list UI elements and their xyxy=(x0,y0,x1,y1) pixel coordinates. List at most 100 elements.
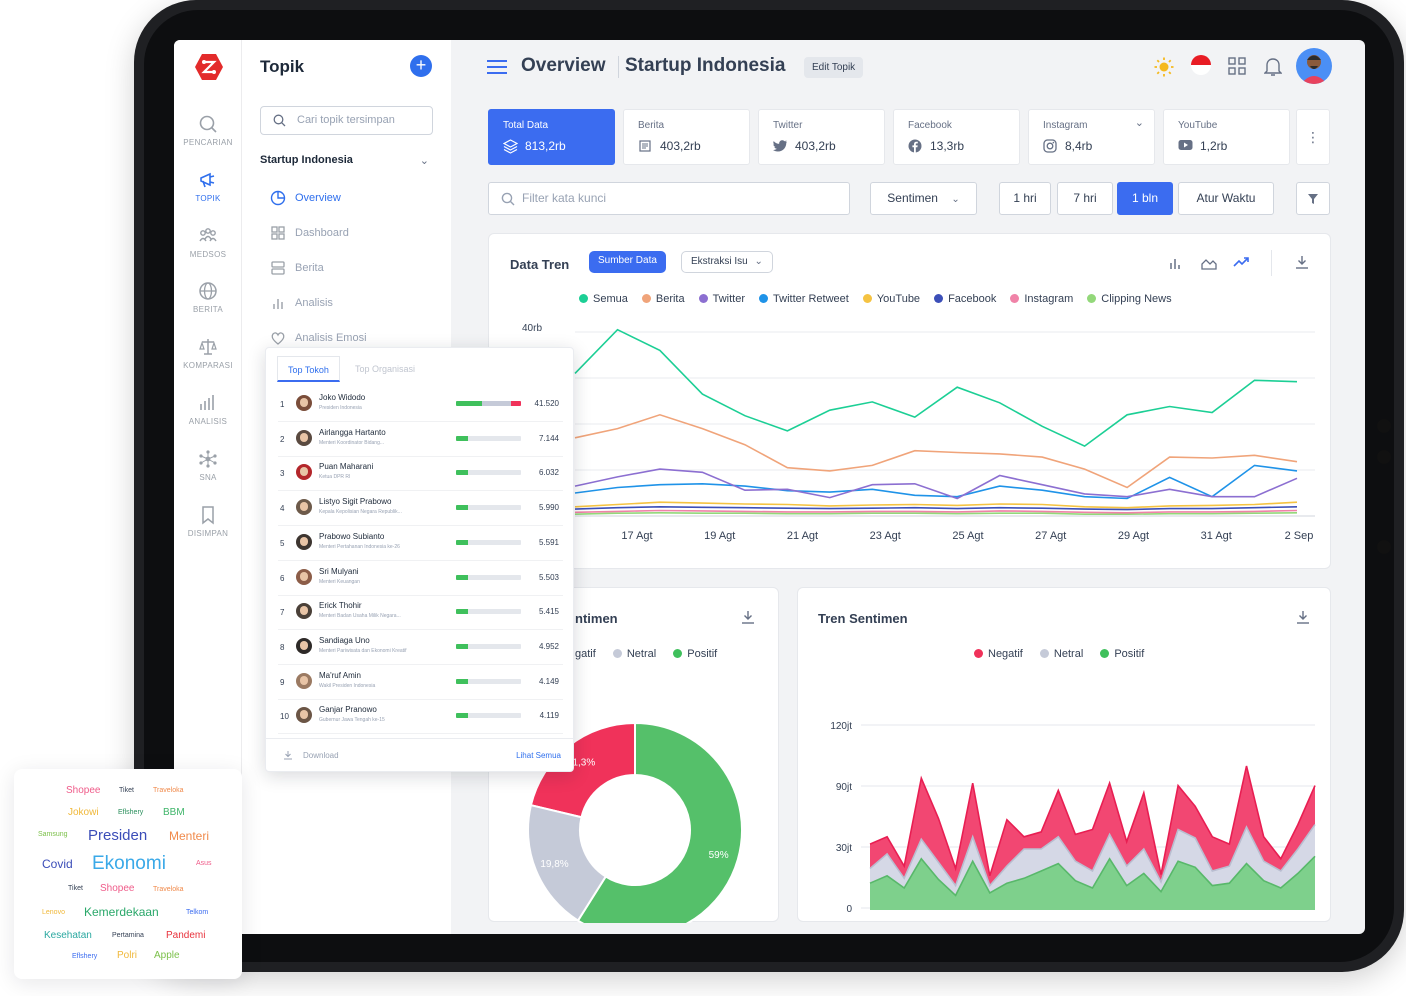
word-cloud-term[interactable]: Traveloka xyxy=(153,787,184,794)
topic-nav-analisis-emosi[interactable]: Analisis Emosi xyxy=(270,329,367,347)
word-cloud-term[interactable]: Apple xyxy=(154,950,180,961)
sentiment-dropdown[interactable]: Sentimen ⌄ xyxy=(870,182,977,215)
table-row[interactable]: 5 Prabowo Subianto Menteri Pertahanan Indo… xyxy=(278,526,563,561)
download-icon[interactable] xyxy=(741,610,755,624)
word-cloud-term[interactable]: Pandemi xyxy=(166,930,206,941)
word-cloud-term[interactable]: Polri xyxy=(117,950,138,961)
word-cloud-term[interactable]: Covid xyxy=(42,857,73,871)
table-row[interactable]: 3 Puan Maharani Ketua DPR RI 6.032 xyxy=(278,456,563,492)
topic-nav-analisis[interactable]: Analisis xyxy=(270,294,333,312)
legend-swatch xyxy=(1010,294,1020,303)
tab-top-organisasi[interactable]: Top Organisasi xyxy=(355,364,416,374)
rail-item-disimpan[interactable]: DISIMPAN xyxy=(174,505,242,538)
word-cloud-term[interactable]: BBM xyxy=(163,807,185,818)
rank-number: 6 xyxy=(280,573,285,583)
word-cloud-term[interactable]: Asus xyxy=(196,860,212,867)
table-row[interactable]: 10 Ganjar Pranowo Gubernur Jawa Tengah ke-… xyxy=(278,699,563,735)
table-row[interactable]: 9 Ma'ruf Amin Wakil Presiden Indonesia 4.14… xyxy=(278,665,563,700)
word-cloud-term[interactable]: Pertamina xyxy=(112,932,144,939)
table-row[interactable]: 6 Sri Mulyani Menteri Keuangan 5.503 xyxy=(278,561,563,596)
word-cloud-term[interactable]: Menteri xyxy=(169,829,210,843)
topic-nav-overview[interactable]: Overview xyxy=(270,189,341,207)
word-cloud-term[interactable]: Kemerdekaan xyxy=(84,905,159,919)
rail-item-komparasi[interactable]: KOMPARASI xyxy=(174,337,242,370)
tab-top-tokoh[interactable]: Top Tokoh xyxy=(277,356,340,382)
topic-nav-dashboard[interactable]: Dashboard xyxy=(270,224,349,242)
rail-item-pencarian[interactable]: PENCARIAN xyxy=(174,114,242,147)
rail-item-topik[interactable]: TOPIK xyxy=(174,170,242,203)
sun-icon[interactable] xyxy=(1154,57,1174,77)
line-chart-icon[interactable] xyxy=(1233,256,1250,268)
table-row[interactable]: 7 Erick Thohir Menteri Badan Usaha Milik N… xyxy=(278,595,563,631)
word-cloud-term[interactable]: Presiden xyxy=(88,827,148,844)
word-cloud-term[interactable]: Traveloka xyxy=(153,886,184,893)
indonesia-flag-icon[interactable] xyxy=(1190,54,1212,76)
bar-chart-icon[interactable] xyxy=(1168,256,1182,270)
legend-item[interactable]: Facebook xyxy=(934,293,996,305)
legend-item[interactable]: Twitter Retweet xyxy=(759,293,849,305)
stat-facebook[interactable]: Facebook 13,3rb xyxy=(893,109,1020,165)
topic-search-placeholder: Cari topik tersimpan xyxy=(297,114,395,126)
more-options-button[interactable]: ⋮ xyxy=(1296,109,1330,165)
word-cloud-term[interactable]: Tiket xyxy=(68,885,83,892)
legend-item[interactable]: Semua xyxy=(579,293,628,305)
apps-grid-icon[interactable] xyxy=(1228,57,1246,75)
custom-time-button[interactable]: Atur Waktu xyxy=(1178,182,1274,215)
filter-button[interactable] xyxy=(1296,182,1330,215)
word-cloud-term[interactable]: Ekonomi xyxy=(92,853,166,874)
see-all-link[interactable]: Lihat Semua xyxy=(516,751,561,760)
app-logo-icon[interactable] xyxy=(194,53,224,81)
word-cloud-term[interactable]: Tiket xyxy=(119,787,134,794)
user-avatar[interactable] xyxy=(1296,48,1332,84)
word-cloud-term[interactable]: Shopee xyxy=(100,883,135,894)
keyword-filter-input[interactable]: Filter kata kunci xyxy=(488,182,850,215)
table-row[interactable]: 8 Sandiaga Uno Menteri Pariwisata dan Ekon… xyxy=(278,630,563,665)
add-topic-button[interactable]: + xyxy=(410,55,432,77)
area-chart-icon[interactable] xyxy=(1201,256,1217,270)
word-cloud-term[interactable]: Jokowi xyxy=(68,807,99,818)
legend-label: Netral xyxy=(1053,648,1084,660)
rail-item-medsos[interactable]: MEDSOS xyxy=(174,226,242,259)
word-cloud-term[interactable]: Eflshery xyxy=(118,809,144,816)
sumber-data-chip[interactable]: Sumber Data xyxy=(589,251,666,273)
stat-twitter[interactable]: Twitter 403,2rb xyxy=(758,109,885,165)
legend-item[interactable]: Twitter xyxy=(698,293,745,305)
rail-item-sna[interactable]: SNA xyxy=(174,449,242,482)
rail-item-berita[interactable]: BERITA xyxy=(174,281,242,314)
table-row[interactable]: 1 Joko Widodo Presiden Indonesia 41.520 xyxy=(278,387,563,422)
menu-icon[interactable] xyxy=(487,59,507,75)
download-icon[interactable] xyxy=(1296,610,1310,624)
chevron-down-icon[interactable]: ⌄ xyxy=(1134,117,1144,129)
bar-positive xyxy=(456,539,468,545)
word-cloud-term[interactable]: Lenovo xyxy=(42,909,65,916)
download-link[interactable]: Download xyxy=(303,751,339,760)
word-cloud-term[interactable]: Telkom xyxy=(186,909,209,916)
topic-group-startup-indonesia[interactable]: Startup Indonesia ⌄ xyxy=(260,154,433,167)
download-icon[interactable] xyxy=(1295,255,1309,269)
word-cloud-term[interactable]: Shopee xyxy=(66,785,101,796)
bell-icon[interactable] xyxy=(1264,57,1282,77)
range-1-month-button[interactable]: 1 bln xyxy=(1117,182,1173,215)
range-1-day-button[interactable]: 1 hri xyxy=(999,182,1051,215)
stat-youtube[interactable]: YouTube 1,2rb xyxy=(1163,109,1290,165)
edit-topic-button[interactable]: Edit Topik xyxy=(804,57,864,78)
topic-search-input[interactable]: Cari topik tersimpan xyxy=(260,106,433,135)
word-cloud-term[interactable]: Samsung xyxy=(38,831,68,838)
word-cloud-term[interactable]: Eflshery xyxy=(72,953,98,960)
legend-item[interactable]: Instagram xyxy=(1010,293,1073,305)
table-row[interactable]: 4 Listyo Sigit Prabowo Kepala Kepolisian N… xyxy=(278,491,563,527)
range-7-day-button[interactable]: 7 hri xyxy=(1057,182,1113,215)
word-cloud-term[interactable]: Kesehatan xyxy=(44,930,92,941)
rail-item-analisis[interactable]: ANALISIS xyxy=(174,393,242,426)
legend-item[interactable]: YouTube xyxy=(862,293,920,305)
ekstraksi-isu-chip[interactable]: Ekstraksi Isu ⌄ xyxy=(681,251,773,273)
stat-instagram[interactable]: Instagram ⌄ 8,4rb xyxy=(1028,109,1155,165)
stat-total-data[interactable]: Total Data 813,2rb xyxy=(488,109,615,165)
legend-item[interactable]: Berita xyxy=(641,293,685,305)
person-role: Presiden Indonesia xyxy=(319,405,362,411)
stat-berita[interactable]: Berita 403,2rb xyxy=(623,109,750,165)
legend-item[interactable]: Clipping News xyxy=(1087,293,1172,305)
rank-number: 7 xyxy=(280,608,285,618)
table-row[interactable]: 2 Airlangga Hartanto Menteri Koordinator B… xyxy=(278,422,563,457)
topic-nav-berita[interactable]: Berita xyxy=(270,259,324,277)
